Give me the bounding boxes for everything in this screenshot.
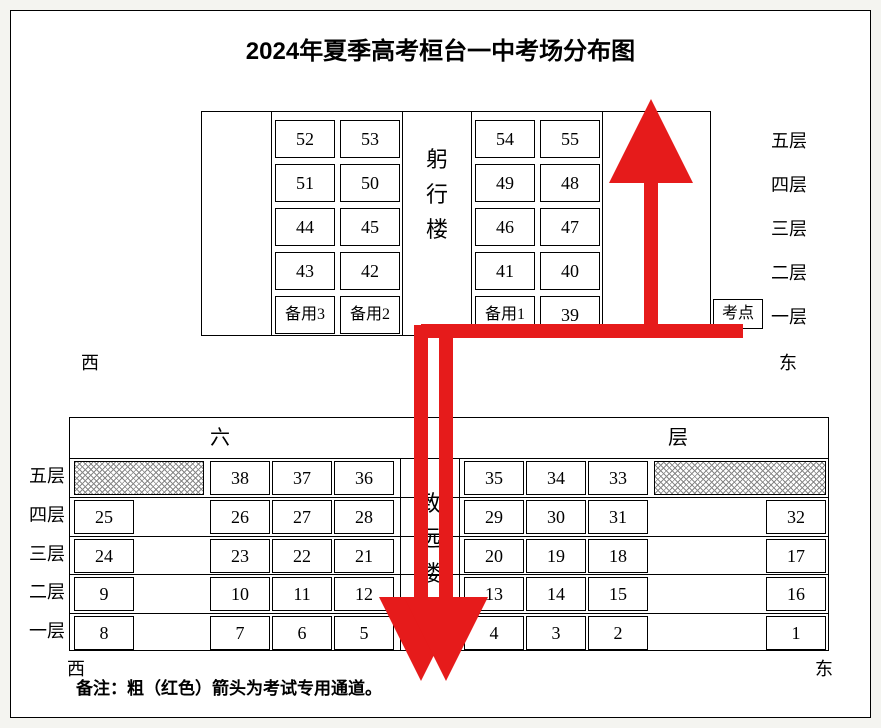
- room-cell: 7: [210, 616, 270, 650]
- room-cell: 备用1: [475, 296, 535, 334]
- room-cell: 46: [475, 208, 535, 246]
- room-cell: 39: [540, 296, 600, 334]
- building-b: 六 层 致远楼 38373635343325262728293031322423…: [69, 417, 829, 651]
- building-a-name: 躬行楼: [403, 142, 471, 248]
- compass-east-b: 东: [815, 655, 833, 681]
- room-cell: 34: [526, 461, 586, 495]
- room-cell: 45: [340, 208, 400, 246]
- room-cell: 10: [210, 577, 270, 611]
- room-cell: 37: [272, 461, 332, 495]
- room-cell: 6: [272, 616, 332, 650]
- floor-row: 9 101112 131415 16: [70, 574, 828, 612]
- room-cell: 41: [475, 252, 535, 290]
- room-cell: 44: [275, 208, 335, 246]
- room-cell: 15: [588, 577, 648, 611]
- room-cell: 48: [540, 164, 600, 202]
- room-cell: 40: [540, 252, 600, 290]
- shaded-block: [654, 461, 826, 495]
- header-left: 六: [210, 418, 230, 458]
- floor-row: 24 232221 201918 17: [70, 536, 828, 574]
- room-cell: 54: [475, 120, 535, 158]
- room-cell: 2: [588, 616, 648, 650]
- room-cell: 21: [334, 539, 394, 573]
- room-cell: 5: [334, 616, 394, 650]
- room-cell: 9: [74, 577, 134, 611]
- room-cell: 1: [766, 616, 826, 650]
- room-cell: 29: [464, 500, 524, 534]
- room-cell: 30: [526, 500, 586, 534]
- floor-row: 8 765 432 1: [70, 613, 828, 651]
- room-cell: 49: [475, 164, 535, 202]
- room-cell: 43: [275, 252, 335, 290]
- room-cell: 13: [464, 577, 524, 611]
- floor-label: 四层: [15, 496, 65, 534]
- room-cell: 33: [588, 461, 648, 495]
- building-a-blank-left: [202, 112, 272, 335]
- floor-label: 四层: [771, 171, 831, 197]
- floor-label: 二层: [15, 573, 65, 611]
- room-cell: 8: [74, 616, 134, 650]
- building-b-header: 六 层: [70, 418, 828, 458]
- floor-row: 25 262728 293031 32: [70, 497, 828, 535]
- shaded-block: [74, 461, 204, 495]
- floor-label: 二层: [771, 259, 831, 285]
- room-cell: 19: [526, 539, 586, 573]
- room-cell: 25: [74, 500, 134, 534]
- kaodian-label: 考点: [713, 299, 763, 329]
- room-cell: 50: [340, 164, 400, 202]
- room-cell: 12: [334, 577, 394, 611]
- room-cell: 51: [275, 164, 335, 202]
- room-cell: 24: [74, 539, 134, 573]
- room-cell: 42: [340, 252, 400, 290]
- building-a-blank-right: [602, 112, 712, 335]
- room-cell: 53: [340, 120, 400, 158]
- compass-east-a: 东: [779, 349, 797, 375]
- floor-label: 三层: [15, 535, 65, 573]
- floor-row: 383736 353433: [70, 458, 828, 496]
- building-a: 躬行楼 52535455515049484445464743424140备用3备…: [201, 111, 711, 336]
- building-a-name-col: 躬行楼: [402, 112, 472, 335]
- room-cell: 27: [272, 500, 332, 534]
- room-cell: 38: [210, 461, 270, 495]
- footnote: 备注：粗（红色）箭头为考试专用通道。: [76, 674, 382, 699]
- page-title: 2024年夏季高考桓台一中考场分布图: [11, 31, 870, 66]
- room-cell: 备用2: [340, 296, 400, 334]
- floor-label: 五层: [15, 457, 65, 495]
- room-cell: 52: [275, 120, 335, 158]
- room-cell: 26: [210, 500, 270, 534]
- room-cell: 47: [540, 208, 600, 246]
- room-cell: 备用3: [275, 296, 335, 334]
- room-cell: 22: [272, 539, 332, 573]
- room-cell: 16: [766, 577, 826, 611]
- room-cell: 35: [464, 461, 524, 495]
- room-cell: 28: [334, 500, 394, 534]
- room-cell: 11: [272, 577, 332, 611]
- room-cell: 32: [766, 500, 826, 534]
- floor-label: 三层: [771, 215, 831, 241]
- compass-west-a: 西: [81, 349, 99, 375]
- floor-label: 一层: [771, 303, 831, 329]
- room-cell: 36: [334, 461, 394, 495]
- room-cell: 3: [526, 616, 586, 650]
- room-cell: 18: [588, 539, 648, 573]
- header-right: 层: [668, 418, 688, 458]
- floor-label: 五层: [771, 127, 831, 153]
- floor-label: 一层: [15, 612, 65, 650]
- room-cell: 23: [210, 539, 270, 573]
- room-cell: 17: [766, 539, 826, 573]
- room-cell: 55: [540, 120, 600, 158]
- room-cell: 20: [464, 539, 524, 573]
- room-cell: 14: [526, 577, 586, 611]
- room-cell: 4: [464, 616, 524, 650]
- room-cell: 31: [588, 500, 648, 534]
